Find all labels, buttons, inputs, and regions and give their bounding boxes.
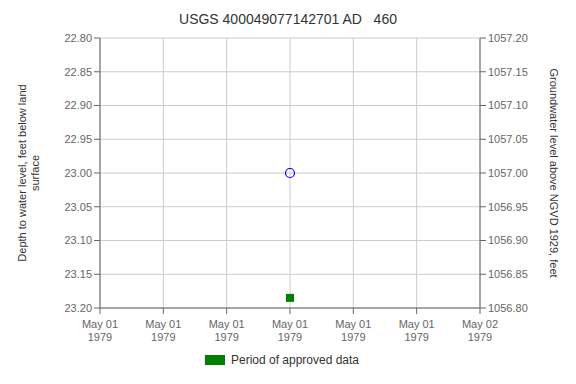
- svg-text:22.95: 22.95: [64, 133, 92, 145]
- svg-text:May 011979: May 011979: [145, 318, 181, 343]
- svg-text:23.05: 23.05: [64, 201, 92, 213]
- svg-text:1056.80: 1056.80: [488, 302, 528, 314]
- svg-text:1056.95: 1056.95: [488, 201, 528, 213]
- svg-text:1057.15: 1057.15: [488, 66, 528, 78]
- svg-text:May 011979: May 011979: [335, 318, 371, 343]
- svg-text:23.10: 23.10: [64, 234, 92, 246]
- svg-text:May 011979: May 011979: [209, 318, 245, 343]
- svg-text:22.90: 22.90: [64, 99, 92, 111]
- svg-text:1057.00: 1057.00: [488, 167, 528, 179]
- svg-text:May 011979: May 011979: [399, 318, 435, 343]
- svg-text:1057.10: 1057.10: [488, 99, 528, 111]
- svg-text:Depth to water level, feet bel: Depth to water level, feet below landsur…: [16, 84, 41, 261]
- svg-text:22.80: 22.80: [64, 32, 92, 44]
- svg-text:22.85: 22.85: [64, 66, 92, 78]
- svg-text:1056.85: 1056.85: [488, 268, 528, 280]
- svg-text:23.15: 23.15: [64, 268, 92, 280]
- svg-text:1056.90: 1056.90: [488, 234, 528, 246]
- html-text:Period of approved data: Period of approved data: [231, 353, 359, 367]
- svg-text:May 011979: May 011979: [82, 318, 118, 343]
- svg-text:May 021979: May 021979: [462, 318, 498, 343]
- svg-text:Groundwater level above NGVD 1: Groundwater level above NGVD 1929, feet: [548, 68, 560, 277]
- svg-text:1057.05: 1057.05: [488, 133, 528, 145]
- svg-text:1057.20: 1057.20: [488, 32, 528, 44]
- svg-text:23.00: 23.00: [64, 167, 92, 179]
- html-text:USGS 400049077142701 AD 460: USGS 400049077142701 AD 460: [179, 11, 397, 27]
- svg-text:May 011979: May 011979: [272, 318, 308, 343]
- svg-text:23.20: 23.20: [64, 302, 92, 314]
